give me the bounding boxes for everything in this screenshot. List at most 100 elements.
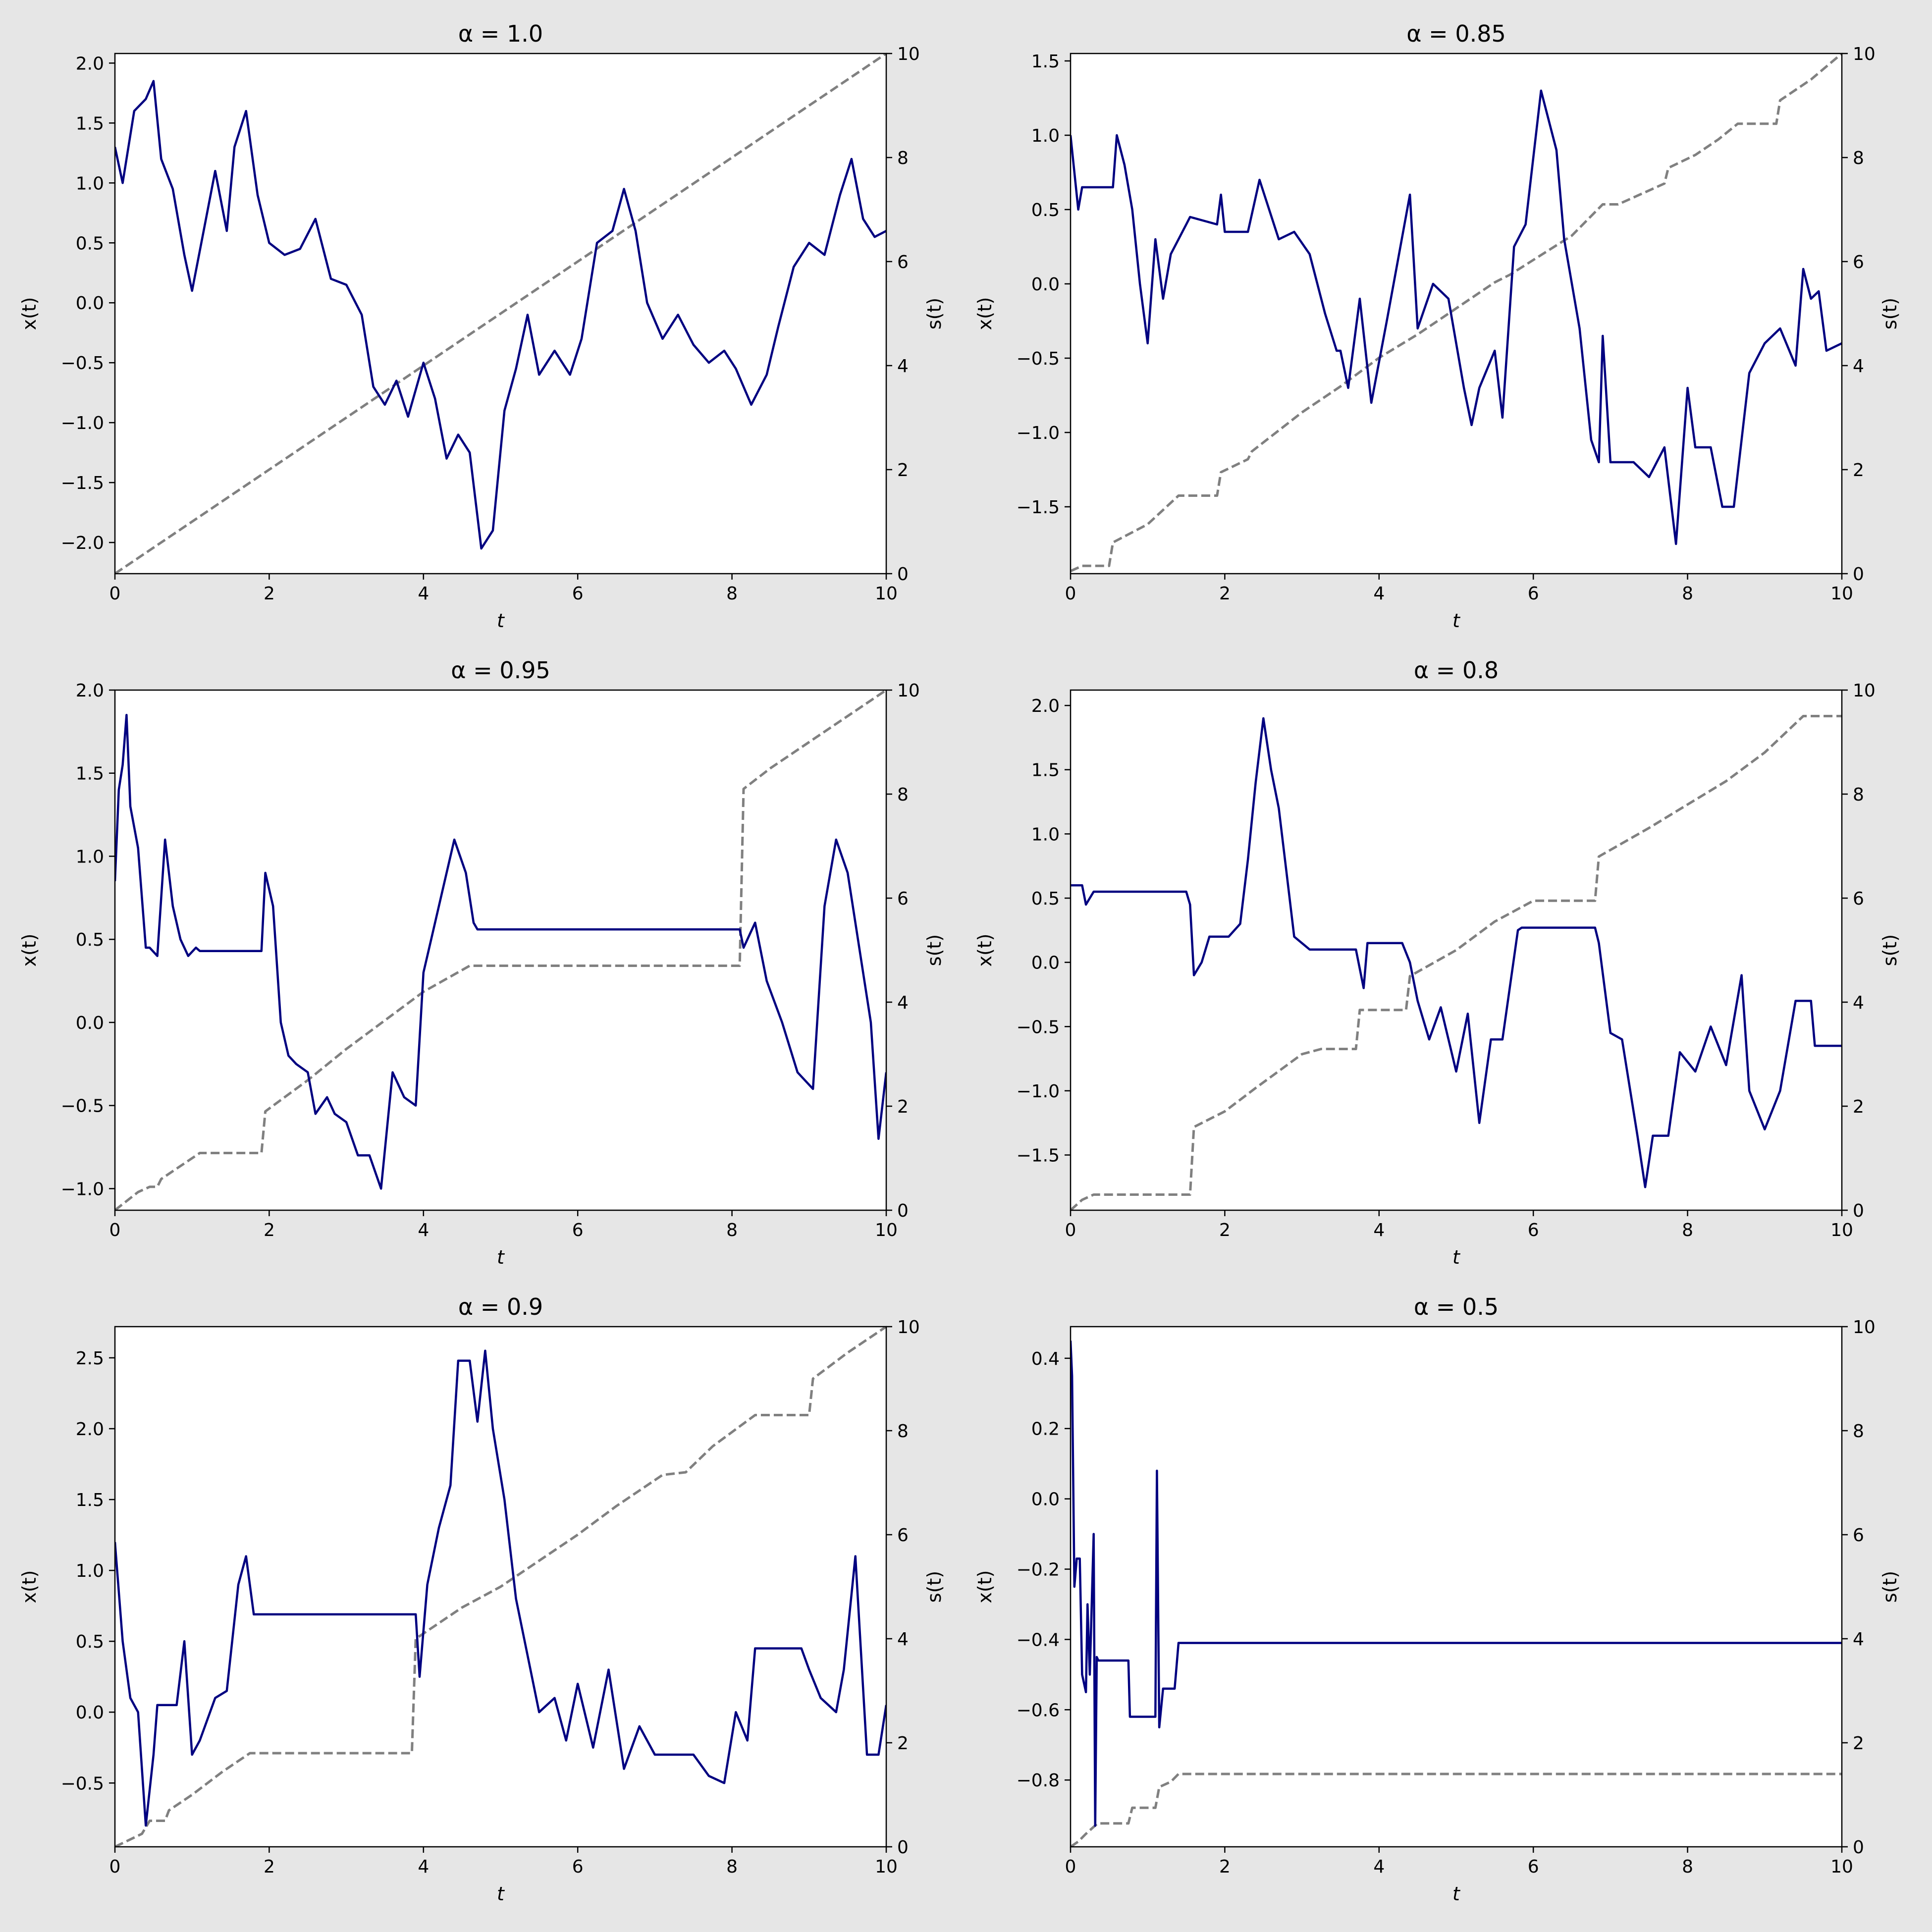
y-tick-label: 1.5 [1031,760,1060,781]
y-axis-label: x(t) [18,933,40,966]
s-series-line [1071,715,1842,1210]
y-axis-label: x(t) [974,933,996,966]
x-axis-label: t [497,610,505,632]
x-tick-label: 4 [418,1857,429,1877]
y2-tick-label: 10 [897,681,920,701]
y-axis-label: x(t) [974,297,996,330]
y-tick-label: −0.2 [1017,1560,1060,1580]
x-tick-label: 6 [572,1220,584,1240]
y-tick-label: 0.0 [76,1703,104,1723]
y-tick-label: 0.5 [1031,200,1060,220]
x-axis-label: t [1452,1246,1461,1268]
y-tick-label: −1.0 [61,413,104,433]
y-tick-label: 2.0 [76,54,104,74]
y-tick-label: −1.5 [61,473,104,493]
x-tick-label: 4 [1373,584,1385,604]
s-series-line [115,54,886,574]
y2-tick-label: 0 [1853,1201,1864,1221]
x-tick-label: 0 [1065,1220,1076,1240]
y-tick-label: 0.2 [1031,1419,1060,1440]
x-tick-label: 0 [1065,584,1076,604]
y-tick-label: 0.0 [76,1013,104,1033]
y-tick-label: 1.5 [76,1490,104,1510]
plot-frame [1070,689,1843,1211]
y-tick-label: 1.5 [76,113,104,134]
y-tick-label: −1.5 [1017,497,1060,518]
x-tick-label: 8 [1682,1857,1693,1877]
y-tick-label: 1.0 [76,1561,104,1581]
y2-axis-label: s(t) [923,934,945,966]
y-tick-label: 0.5 [1031,889,1060,909]
x-tick-label: 6 [572,584,584,604]
x-tick-label: 6 [1528,1857,1539,1877]
plot-frame [1070,53,1843,575]
s-series-line [1071,54,1842,573]
y2-tick-label: 4 [1853,993,1864,1013]
y-tick-label: −1.0 [1017,423,1060,443]
x-tick-label: 8 [726,584,738,604]
x-tick-label: 8 [1682,1220,1693,1240]
x-axis-label: t [1452,1883,1461,1905]
y-tick-label: 0.5 [76,233,104,254]
x-tick-label: 10 [1830,1220,1853,1240]
x-tick-label: 10 [1830,1857,1853,1877]
y2-axis-label: s(t) [923,298,945,329]
y2-tick-label: 2 [897,1097,909,1117]
x-axis-label: t [497,1883,505,1905]
subplot-title: α = 0.8 [1414,657,1499,684]
x-series-line [1071,89,1842,545]
y2-tick-label: 8 [1853,785,1864,805]
y2-tick-label: 10 [897,1317,920,1338]
x-tick-label: 8 [726,1857,738,1877]
y-tick-label: 2.0 [1031,696,1060,716]
plot-area [1071,1327,1842,1847]
x-tick-label: 10 [875,584,898,604]
y2-tick-label: 8 [897,785,909,805]
y-tick-label: −0.6 [1017,1700,1060,1720]
x-tick-label: 4 [1373,1857,1385,1877]
plot-area [1071,54,1842,574]
y2-tick-label: 2 [1853,1097,1864,1117]
y2-tick-label: 0 [1853,564,1864,585]
y-tick-label: −0.5 [1017,349,1060,369]
y-axis-label: x(t) [18,1570,40,1603]
y2-tick-label: 4 [1853,1629,1864,1650]
y-tick-label: −2.0 [61,533,104,553]
y2-tick-label: 0 [897,564,909,585]
x-tick-label: 0 [1065,1857,1076,1877]
x-axis-label: t [497,1246,505,1268]
y2-tick-label: 6 [1853,1525,1864,1546]
y2-tick-label: 4 [897,356,909,376]
x-tick-label: 2 [264,584,275,604]
y-tick-label: 0.0 [1031,953,1060,973]
y2-tick-label: 8 [1853,1421,1864,1442]
y-tick-label: 1.0 [1031,824,1060,845]
subplot-2: 0 2 4 6 8 10 −1.5 −1.0 −0.5 0.0 0.5 1.0 1.5 0 2 4 6 8 10 α … [974,20,1901,632]
subplot-title: α = 0.95 [451,657,550,684]
x-tick-label: 8 [1682,584,1693,604]
y2-tick-label: 4 [1853,356,1864,376]
subplot-3: 0 2 4 6 8 10 −1.0 −0.5 0.0 0.5 1.0 1.5 2.0 0 2 4 6 8 10 α =… [18,657,945,1268]
y-tick-label: 1.0 [1031,126,1060,146]
y-tick-label: −0.5 [61,1773,104,1794]
x-tick-label: 2 [1219,1220,1231,1240]
x-tick-label: 10 [875,1857,898,1877]
y-tick-label: 0.0 [1031,1490,1060,1510]
y-tick-label: 2.0 [76,1419,104,1440]
y2-axis-label: s(t) [923,1571,945,1603]
y2-tick-label: 0 [1853,1837,1864,1858]
x-series-line [115,714,886,1190]
y2-tick-label: 10 [1853,681,1876,701]
y-tick-label: −0.8 [1017,1771,1060,1791]
x-tick-label: 4 [418,1220,429,1240]
y2-tick-label: 6 [1853,252,1864,272]
y2-axis-label: s(t) [1879,1571,1901,1603]
y2-axis-label: s(t) [1879,934,1901,966]
subplot-title: α = 0.5 [1414,1293,1499,1320]
y2-tick-label: 6 [1853,889,1864,909]
plot-frame [114,689,887,1211]
y-tick-label: 1.5 [1031,52,1060,72]
y2-tick-label: 6 [897,889,909,909]
y-tick-label: 1.0 [76,847,104,867]
x-tick-label: 2 [264,1857,275,1877]
